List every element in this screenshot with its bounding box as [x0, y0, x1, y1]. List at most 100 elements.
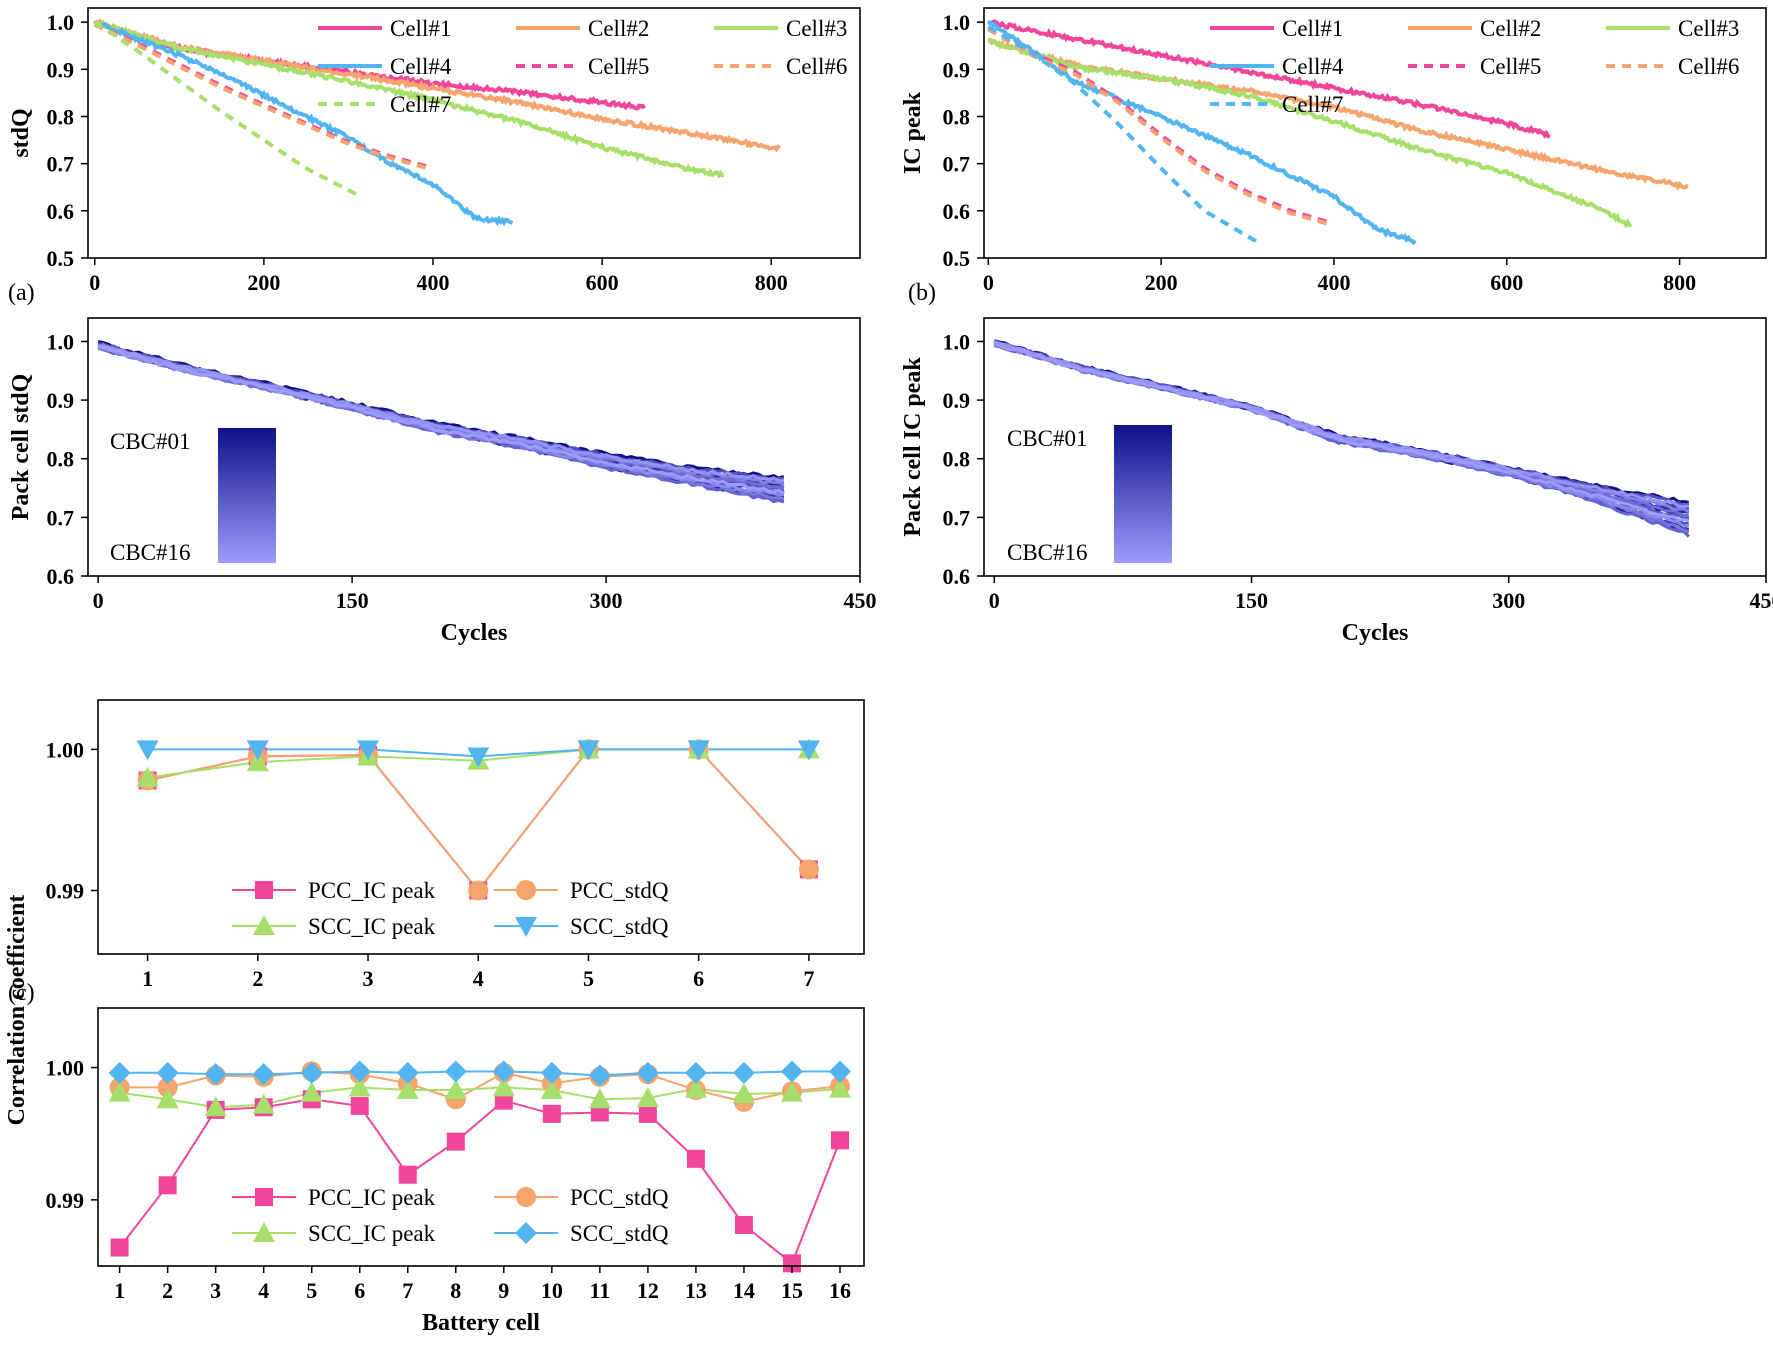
data-point-marker: [357, 740, 380, 761]
y-axis-title: IC peak: [900, 91, 926, 174]
y-tick-label: 0.5: [943, 246, 971, 271]
legend-label: SCC_stdQ: [570, 1221, 669, 1246]
plot-area: [136, 738, 820, 901]
x-tick-label: 300: [1492, 588, 1525, 613]
panel-label-b: (b): [908, 280, 936, 306]
series-line-Cell#3: [988, 38, 1633, 229]
y-tick-label: 0.7: [47, 505, 75, 530]
y-tick-label: 0.99: [46, 1188, 85, 1213]
series-line-Cell#3: [94, 19, 725, 179]
x-tick-label: 0: [989, 588, 1000, 613]
data-point-marker: [446, 1132, 465, 1151]
colorbar-bottom-label: CBC#16: [110, 540, 191, 565]
legend-label: Cell#6: [1678, 54, 1739, 79]
data-point-marker: [110, 1238, 129, 1257]
plot-area: [986, 19, 1689, 246]
series-line-Cell#4: [93, 20, 514, 227]
series-line-Cell#7: [987, 25, 1259, 245]
chart-b-bottom: 0 150 300 450 0.6 0.7 0.8 0.9 1.0 Cycles Pack cell…: [900, 317, 1773, 646]
data-point-marker: [468, 880, 489, 901]
data-point-marker: [686, 1149, 705, 1168]
data-point-marker: [828, 1060, 851, 1083]
legend-label: SCC_stdQ: [570, 914, 669, 939]
series-line-Cell#7: [93, 20, 360, 198]
legend-label: Cell#5: [588, 54, 649, 79]
y-tick-label: 0.9: [943, 57, 971, 82]
y-tick-label: 1.0: [47, 10, 75, 35]
data-point-marker: [348, 1076, 371, 1097]
y-axis-title: Pack cell IC peak: [900, 357, 926, 537]
y-tick-label: 1.0: [943, 10, 971, 35]
legend: PCC_IC peak PCC_stdQ SCC_IC peak SCC_stdQ: [232, 1185, 669, 1246]
x-tick-label: 3: [210, 1278, 221, 1303]
plot-area: [993, 339, 1690, 538]
data-point-marker: [588, 1064, 611, 1087]
x-tick-label: 2: [252, 966, 263, 991]
colorbar-top-label: CBC#01: [110, 429, 191, 454]
data-point-marker: [204, 1063, 227, 1086]
legend-label: SCC_IC peak: [308, 1221, 436, 1246]
series-line-SCC_stdQ: [119, 1070, 840, 1077]
x-axis-title: Cycles: [1342, 620, 1409, 646]
y-axis-title: Pack cell stdQ: [8, 374, 34, 521]
legend-marker: [255, 1188, 273, 1206]
x-tick-label: 400: [1317, 270, 1350, 295]
x-tick-label: 300: [590, 588, 623, 613]
plot-area: [97, 340, 785, 504]
pack-cell-line: [993, 341, 1690, 523]
x-tick-label: 7: [803, 966, 814, 991]
colorbar-top-label: CBC#01: [1007, 426, 1088, 451]
y-tick-label: 0.7: [47, 152, 75, 177]
data-point-marker: [687, 740, 710, 761]
data-point-marker: [246, 740, 269, 761]
plot-area: [108, 1060, 851, 1273]
y-tick-label: 0.7: [943, 152, 971, 177]
x-tick-label: 13: [685, 1278, 707, 1303]
x-tick-label: 12: [637, 1278, 659, 1303]
y-tick-label: 1.0: [943, 329, 971, 354]
x-tick-label: 0: [89, 270, 100, 295]
x-tick-label: 7: [402, 1278, 413, 1303]
data-point-marker: [734, 1215, 753, 1234]
y-tick-label: 0.99: [46, 879, 85, 904]
x-tick-label: 3: [363, 966, 374, 991]
x-tick-label: 400: [416, 270, 449, 295]
x-tick-label: 800: [1663, 270, 1696, 295]
x-tick-label: 800: [755, 270, 788, 295]
x-tick-label: 600: [1490, 270, 1523, 295]
data-point-marker: [577, 740, 600, 761]
legend-label: Cell#3: [786, 16, 847, 41]
pack-cell-line: [97, 344, 785, 495]
data-point-marker: [732, 1083, 755, 1103]
y-tick-label: 0.9: [943, 388, 971, 413]
x-tick-label: 15: [781, 1278, 803, 1303]
y-tick-label: 0.7: [943, 505, 971, 530]
data-point-marker: [684, 1077, 707, 1098]
data-point-marker: [136, 740, 159, 761]
x-tick-label: 5: [583, 966, 594, 991]
data-point-marker: [636, 1086, 659, 1107]
series-line-PCC_stdQ: [119, 1070, 841, 1103]
x-tick-label: 200: [1145, 270, 1178, 295]
pack-cell-line: [993, 340, 1689, 509]
data-point-marker: [157, 1077, 178, 1098]
x-tick-label: 8: [450, 1278, 461, 1303]
legend-marker: [516, 1187, 536, 1207]
x-tick-label: 200: [247, 270, 280, 295]
y-tick-label: 0.5: [47, 246, 75, 271]
legend: Cell#1 Cell#2 Cell#3 Cell#4 Cell#5 Cell#6 Cell…: [1210, 16, 1739, 117]
y-tick-label: 0.6: [47, 564, 75, 589]
plot-frame: [97, 699, 865, 955]
x-tick-label: 450: [1750, 588, 1773, 613]
plot-frame: [983, 7, 1767, 259]
y-tick-label: 1.00: [46, 737, 85, 762]
chart-a-top: 0 200 400 600 800 0.5 0.6 0.7 0.8 0.9 1.0 stdQ Cell#…: [8, 7, 861, 295]
data-point-marker: [780, 1081, 803, 1102]
x-tick-label: 4: [473, 966, 484, 991]
x-tick-label: 6: [354, 1278, 365, 1303]
data-point-marker: [156, 1061, 179, 1084]
data-point-marker: [108, 1061, 131, 1084]
x-tick-label: 2: [162, 1278, 173, 1303]
data-point-marker: [252, 1063, 275, 1086]
